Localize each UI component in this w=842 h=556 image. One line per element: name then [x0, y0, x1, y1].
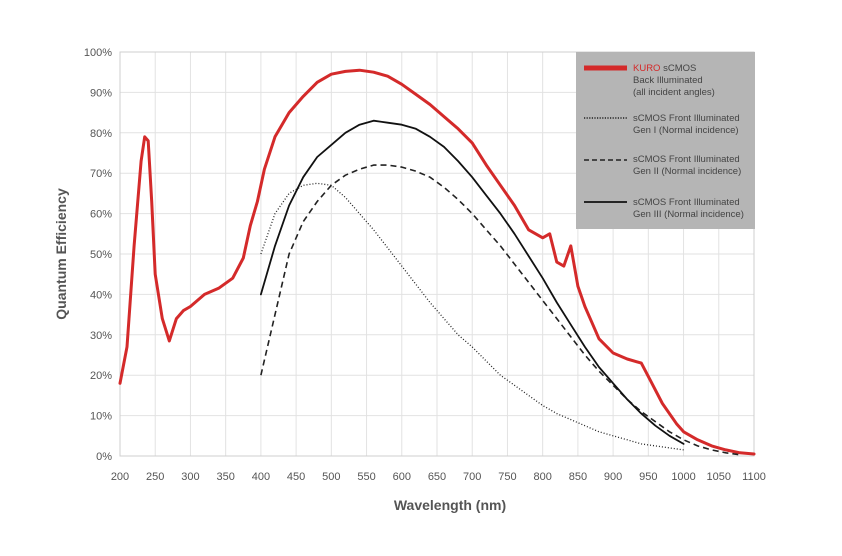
- y-tick-label: 40%: [90, 289, 112, 301]
- legend-kuro-line1: Back Illuminated: [633, 75, 703, 86]
- x-tick-label: 850: [569, 471, 587, 483]
- legend-gen1-line1: Gen I (Normal incidence): [633, 125, 739, 136]
- x-tick-label: 250: [146, 471, 164, 483]
- legend-gen2-name: sCMOS Front Illuminated: [633, 154, 740, 165]
- series-gen3-front-illuminated: [259, 119, 685, 445]
- x-tick-label: 200: [111, 471, 129, 483]
- y-tick-label: 60%: [90, 209, 112, 221]
- x-tick-label: 1100: [742, 471, 766, 483]
- x-tick-label: 750: [498, 471, 516, 483]
- y-axis-title: Quantum Efficiency: [53, 188, 69, 320]
- x-tick-label: 650: [428, 471, 446, 483]
- y-tick-label: 90%: [90, 87, 112, 99]
- x-tick-label: 350: [216, 471, 234, 483]
- y-tick-label: 100%: [84, 47, 112, 59]
- legend-gen1-name: sCMOS Front Illuminated: [633, 113, 740, 124]
- legend-box: [576, 52, 755, 229]
- y-tick-label: 10%: [90, 411, 112, 423]
- x-tick-label: 500: [322, 471, 340, 483]
- legend-gen3-name: sCMOS Front Illuminated: [633, 197, 740, 208]
- x-tick-label: 600: [393, 471, 411, 483]
- legend-kuro-accent: KURO: [633, 63, 660, 74]
- y-tick-label: 30%: [90, 330, 112, 342]
- series-gen1-front-illuminated: [260, 182, 684, 451]
- y-tick-label: 80%: [90, 128, 112, 140]
- y-tick-label: 0%: [96, 451, 112, 463]
- legend-gen2-line1: Gen II (Normal incidence): [633, 166, 741, 177]
- legend-kuro-line2: (all incident angles): [633, 87, 715, 98]
- y-tick-label: 70%: [90, 168, 112, 180]
- legend-gen3-line1: Gen III (Normal incidence): [633, 209, 744, 220]
- legend-kuro-rest: sCMOS: [660, 63, 696, 74]
- plot-area-frame: [119, 51, 755, 457]
- y-tick-label: 20%: [90, 370, 112, 382]
- x-axis-title: Wavelength (nm): [394, 497, 506, 513]
- series-layer: [118, 68, 756, 456]
- series-kuro-back-illuminated: [118, 68, 756, 456]
- x-tick-label: 950: [639, 471, 657, 483]
- y-tick-label: 50%: [90, 249, 112, 261]
- x-tick-label: 550: [357, 471, 375, 483]
- x-tick-label: 450: [287, 471, 305, 483]
- x-tick-label: 800: [533, 471, 551, 483]
- x-tick-label: 400: [252, 471, 270, 483]
- x-tick-label: 300: [181, 471, 199, 483]
- legend: KURO sCMOS Back Illuminated (all inciden…: [576, 52, 755, 229]
- legend-label-kuro: KURO sCMOS: [633, 63, 696, 74]
- x-tick-label: 1000: [671, 471, 695, 483]
- series-gen2-front-illuminated: [260, 164, 741, 456]
- x-tick-label: 700: [463, 471, 481, 483]
- x-tick-labels: 200 250 300 350 400 450 500 550 600 650 700 750 800 8…: [111, 471, 766, 483]
- x-tick-label: 1050: [707, 471, 731, 483]
- y-tick-labels: 0% 10% 20% 30% 40% 50% 60% 70% 80% 90% 100%: [84, 47, 112, 463]
- x-tick-label: 900: [604, 471, 622, 483]
